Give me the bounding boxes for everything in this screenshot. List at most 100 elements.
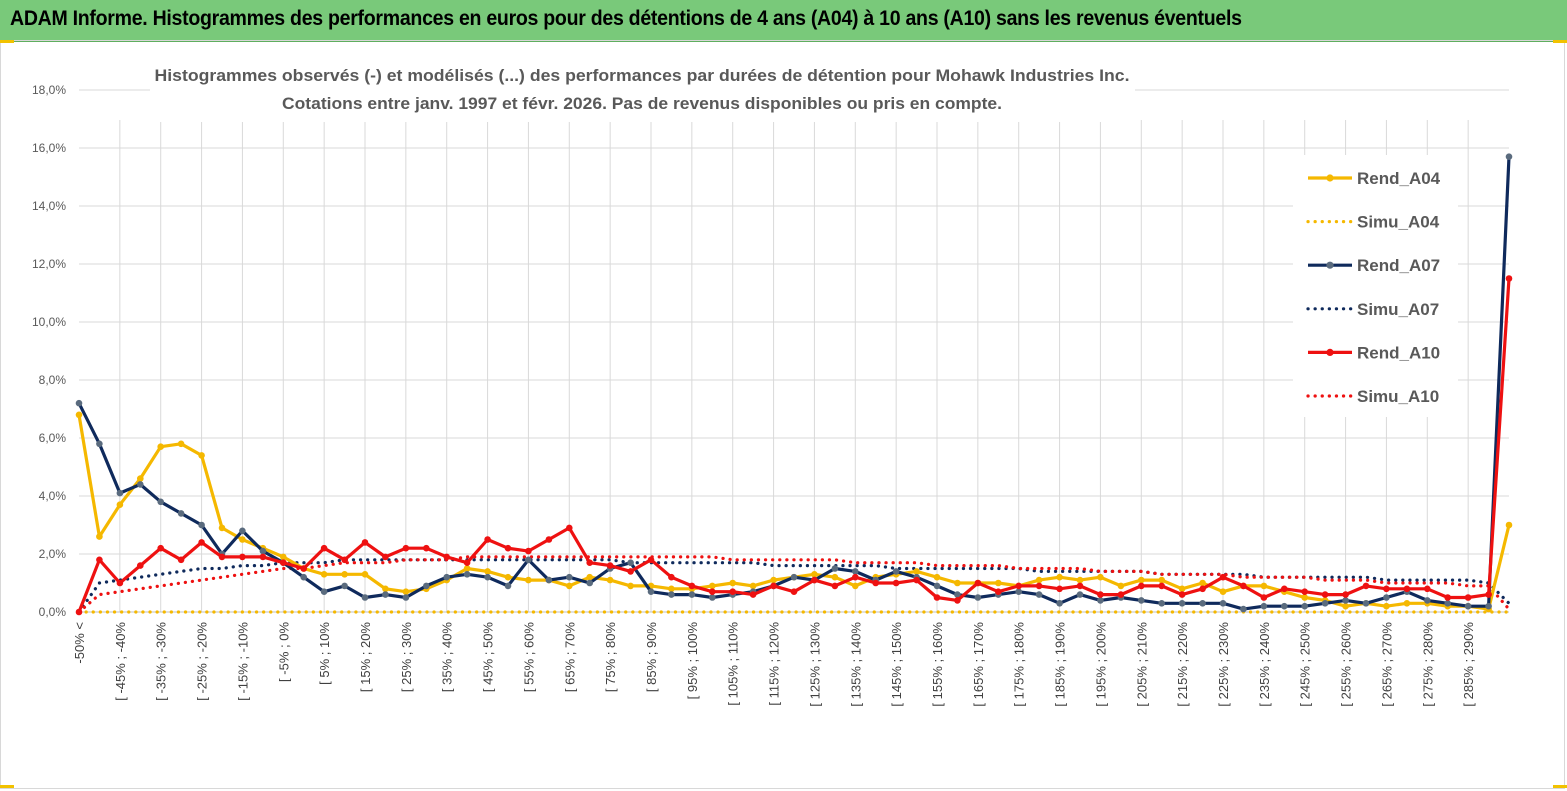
data-point bbox=[852, 573, 859, 581]
data-point bbox=[96, 533, 103, 540]
x-tick-label: [ 105% ; 110% bbox=[726, 622, 741, 706]
data-point bbox=[831, 582, 839, 590]
chart-frame bbox=[0, 40, 1565, 789]
data-point bbox=[566, 582, 573, 590]
data-point bbox=[1342, 602, 1349, 610]
data-point bbox=[177, 440, 185, 448]
x-tick-label: [ 285% ; 290% bbox=[1461, 622, 1476, 707]
data-point bbox=[1076, 591, 1084, 598]
data-point bbox=[974, 579, 982, 587]
data-point bbox=[1383, 594, 1390, 601]
series-line-simu-a07 bbox=[77, 558, 1511, 614]
y-tick-label: 8,0% bbox=[39, 373, 67, 387]
frame-corner-mark bbox=[0, 40, 14, 43]
data-point bbox=[892, 579, 900, 587]
x-tick-label: [ -45% ; -40% bbox=[113, 622, 128, 701]
data-point bbox=[157, 443, 164, 451]
data-point bbox=[811, 571, 818, 578]
data-point bbox=[1035, 582, 1043, 590]
data-point bbox=[770, 576, 777, 584]
x-tick-label: [ 85% ; 90% bbox=[644, 622, 659, 693]
data-point bbox=[1505, 275, 1513, 282]
data-point bbox=[341, 571, 348, 578]
data-point bbox=[1301, 594, 1308, 601]
data-point bbox=[484, 536, 491, 543]
y-tick-label: 14,0% bbox=[32, 199, 66, 213]
legend-label: Simu_A04 bbox=[1357, 213, 1440, 232]
data-point bbox=[463, 571, 471, 578]
data-point bbox=[137, 481, 144, 488]
data-point bbox=[688, 591, 696, 598]
data-point bbox=[1240, 582, 1247, 590]
x-tick-label: [ 5% ; 10% bbox=[317, 622, 332, 685]
data-point bbox=[1138, 576, 1145, 584]
data-point bbox=[1076, 582, 1084, 590]
data-point bbox=[749, 582, 757, 590]
data-point bbox=[361, 594, 369, 601]
data-point bbox=[1117, 582, 1125, 590]
data-point bbox=[116, 489, 124, 497]
data-point bbox=[484, 573, 491, 581]
data-point bbox=[770, 582, 777, 590]
y-tick-label: 10,0% bbox=[32, 315, 66, 329]
data-point bbox=[1342, 597, 1349, 604]
x-tick-label: [ -25% ; -20% bbox=[195, 622, 210, 701]
y-tick-label: 4,0% bbox=[39, 489, 67, 503]
x-tick-label: [ 135% ; 140% bbox=[848, 622, 863, 707]
data-point bbox=[96, 556, 103, 564]
legend: Rend_A04 Simu_A04 Rend_A07 Simu_A07 Rend_A10… bbox=[1293, 155, 1458, 417]
data-point bbox=[361, 571, 369, 578]
data-point bbox=[239, 553, 246, 561]
data-point bbox=[892, 568, 900, 575]
data-point bbox=[1505, 521, 1513, 529]
data-point bbox=[1485, 591, 1492, 598]
data-point bbox=[1219, 573, 1227, 581]
data-point bbox=[75, 411, 83, 419]
x-tick-label: [ 15% ; 20% bbox=[358, 622, 373, 693]
x-tick-label: [ 195% ; 200% bbox=[1093, 622, 1108, 707]
data-point bbox=[1321, 591, 1329, 598]
y-axis: 0,0% 2,0% 4,0% 6,0% 8,0% 10,0% 12,0% 14,0% 16,0%… bbox=[32, 83, 66, 619]
legend-label: Rend_A04 bbox=[1357, 169, 1441, 188]
data-point bbox=[790, 588, 798, 595]
x-tick-label: [ 235% ; 240% bbox=[1257, 622, 1272, 707]
data-point bbox=[1178, 600, 1186, 607]
x-tick-label: [ 275% ; 280% bbox=[1420, 622, 1435, 707]
data-point bbox=[320, 571, 328, 578]
data-point bbox=[729, 588, 736, 595]
data-point bbox=[382, 591, 389, 598]
data-point bbox=[484, 568, 491, 575]
data-point bbox=[1178, 591, 1186, 598]
data-point bbox=[1199, 579, 1206, 587]
x-tick-label: [ 125% ; 130% bbox=[807, 622, 822, 707]
legend-label: Simu_A07 bbox=[1357, 300, 1439, 319]
chart-subtitle: Cotations entre janv. 1997 et févr. 2026… bbox=[282, 94, 1002, 113]
y-tick-label: 12,0% bbox=[32, 257, 66, 271]
data-point bbox=[300, 565, 308, 572]
data-point bbox=[566, 573, 573, 581]
data-point bbox=[504, 582, 512, 590]
data-point bbox=[1321, 600, 1329, 607]
frame-corner-mark bbox=[1553, 785, 1567, 788]
data-point bbox=[1035, 591, 1043, 598]
data-point bbox=[852, 568, 859, 575]
data-point bbox=[1424, 585, 1431, 593]
data-point bbox=[852, 582, 859, 590]
data-point bbox=[116, 579, 124, 587]
x-tick-label: [ 175% ; 180% bbox=[1012, 622, 1027, 707]
gridlines bbox=[79, 89, 1509, 613]
data-point bbox=[1281, 602, 1288, 610]
data-point bbox=[933, 582, 941, 590]
data-point bbox=[341, 556, 348, 564]
data-point bbox=[1158, 576, 1165, 584]
data-point bbox=[913, 576, 920, 584]
data-point bbox=[1015, 582, 1022, 590]
report-title: ADAM Informe. Histogrammes des performan… bbox=[10, 7, 1242, 30]
data-point bbox=[177, 556, 185, 564]
legend-marker bbox=[1326, 261, 1334, 269]
x-tick-label: [ 45% ; 50% bbox=[481, 622, 496, 693]
data-point bbox=[75, 399, 83, 407]
data-point bbox=[566, 524, 573, 532]
data-point bbox=[116, 501, 124, 509]
